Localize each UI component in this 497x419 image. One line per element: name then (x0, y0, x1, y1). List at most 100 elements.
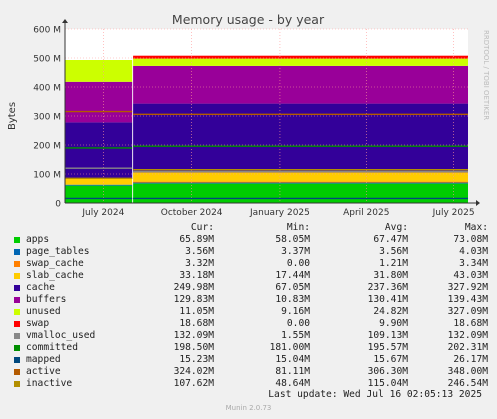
legend-value-avg: 237.36M (367, 282, 408, 293)
line-vmalloc_used (65, 167, 468, 173)
legend-value-avg: 115.04M (367, 378, 408, 389)
y-axis-label: Bytes (7, 102, 18, 130)
legend-swatch (14, 273, 20, 279)
legend-label: buffers (26, 294, 67, 305)
legend-value-avg: 195.57M (367, 342, 408, 353)
legend-swatch (14, 345, 20, 351)
legend-label: apps (26, 234, 50, 245)
legend-value-max: 3.34M (459, 258, 488, 269)
line-inactive (65, 169, 468, 179)
legend-value-min: 17.44M (275, 270, 310, 281)
legend-value-avg: 67.47M (373, 234, 408, 245)
legend-row-mapped: mapped 15.23M 15.04M 15.67M 26.17M (14, 354, 494, 366)
legend-row-unused: unused 11.05M 9.16M 24.82M 327.09M (14, 306, 494, 318)
legend-swatch (14, 381, 20, 387)
legend-value-cur: 132.09M (173, 330, 214, 341)
y-tick-label: 400 M (33, 84, 61, 94)
x-tick-labels: July 2024 October 2024 January 2025 April 2… (81, 208, 474, 218)
legend-value-max: 327.92M (447, 282, 488, 293)
legend-swatch (14, 321, 20, 327)
y-tick-label: 200 M (33, 142, 61, 152)
legend-value-min: 1.55M (281, 330, 310, 341)
legend-row-page_tables: page_tables 3.56M 3.37M 3.56M 4.03M (14, 246, 494, 258)
legend-value-max: 348.00M (447, 366, 488, 377)
area-apps-segment-2 (133, 183, 468, 203)
legend-swatch (14, 333, 20, 339)
legend-swatch (14, 357, 20, 363)
legend-value-avg: 9.90M (379, 318, 408, 329)
legend-row-apps: apps 65.89M 58.05M 67.47M 73.08M (14, 234, 494, 246)
legend-value-max: 327.09M (447, 306, 488, 317)
legend-label: page_tables (26, 246, 90, 257)
memory-chart: Memory usage - by year Bytes RRDTOOL / T… (7, 12, 490, 218)
rrdtool-side-label: RRDTOOL / TOBI OETIKER (482, 30, 490, 120)
legend-value-min: 10.83M (275, 294, 310, 305)
legend-header-min: Min: (286, 222, 310, 233)
legend-swatch (14, 369, 20, 375)
legend-swatch (14, 237, 20, 243)
legend: apps 65.89M 58.05M 67.47M 73.08M page_tables 3… (14, 234, 494, 390)
legend-value-min: 3.37M (281, 246, 310, 257)
y-tick-label: 600 M (33, 26, 61, 36)
legend-value-avg: 31.80M (373, 270, 408, 281)
legend-value-avg: 306.30M (367, 366, 408, 377)
grid-lines (65, 28, 468, 203)
area-cache-segment-2 (133, 103, 468, 173)
legend-label: vmalloc_used (26, 330, 96, 341)
line-committed (65, 145, 468, 149)
chart-title: Memory usage - by year (172, 12, 325, 27)
legend-value-max: 43.03M (453, 270, 488, 281)
legend-value-avg: 109.13M (367, 330, 408, 341)
legend-swatch (14, 297, 20, 303)
legend-label: inactive (26, 378, 73, 389)
legend-header-cur: Cur: (190, 222, 214, 233)
legend-value-max: 73.08M (453, 234, 488, 245)
legend-value-avg: 15.67M (373, 354, 408, 365)
legend-value-min: 67.05M (275, 282, 310, 293)
legend-value-cur: 3.32M (185, 258, 214, 269)
legend-row-swap: swap 18.68M 0.00 9.90M 18.68M (14, 318, 494, 330)
legend-label: cache (26, 282, 55, 293)
legend-row-buffers: buffers 129.83M 10.83M 130.41M 139.43M (14, 294, 494, 306)
legend-label: swap (26, 318, 50, 329)
legend-value-cur: 129.83M (173, 294, 214, 305)
area-unused-segment-2 (133, 58, 468, 66)
y-tick-label: 0 (55, 200, 61, 210)
legend-label: committed (26, 342, 78, 353)
area-slab_cache-segment-1 (65, 178, 133, 185)
area-buffers-segment-2 (133, 65, 468, 104)
area-unused-segment-1 (65, 60, 133, 82)
legend-label: slab_cache (26, 270, 84, 281)
axes (62, 19, 480, 206)
y-tick-label: 500 M (33, 55, 61, 65)
y-tick-labels: 0 100 M 200 M 300 M 400 M 500 M 600 M (33, 26, 61, 210)
legend-value-avg: 130.41M (367, 294, 408, 305)
area-swap_cache-segment-2 (133, 181, 468, 183)
x-tick-label: April 2025 (343, 208, 389, 218)
legend-value-cur: 33.18M (179, 270, 214, 281)
legend-label: mapped (26, 354, 61, 365)
legend-value-min: 48.64M (275, 378, 310, 389)
legend-value-cur: 65.89M (179, 234, 214, 245)
area-cache-segment-1 (65, 122, 133, 179)
legend-value-cur: 198.50M (173, 342, 214, 353)
line-active (65, 110, 468, 115)
area-swap-segment-2 (133, 55, 468, 59)
legend-label: swap_cache (26, 258, 84, 269)
area-slab_cache-segment-2 (133, 172, 468, 182)
area-page_tables-segment-2 (133, 182, 468, 184)
x-tick-label: January 2025 (249, 208, 310, 218)
legend-value-avg: 3.56M (379, 246, 408, 257)
legend-label: active (26, 366, 61, 377)
legend-value-max: 18.68M (453, 318, 488, 329)
legend-value-avg: 24.82M (373, 306, 408, 317)
legend-value-cur: 11.05M (179, 306, 214, 317)
legend-header-max: Max: (464, 222, 488, 233)
x-axis-arrow (476, 200, 480, 206)
x-tick-label: July 2024 (81, 208, 124, 218)
legend-value-avg: 1.21M (379, 258, 408, 269)
legend-row-committed: committed 198.50M 181.00M 195.57M 202.31M (14, 342, 494, 354)
x-tick-label: July 2025 (432, 208, 475, 218)
legend-value-min: 58.05M (275, 234, 310, 245)
legend-value-min: 9.16M (281, 306, 310, 317)
